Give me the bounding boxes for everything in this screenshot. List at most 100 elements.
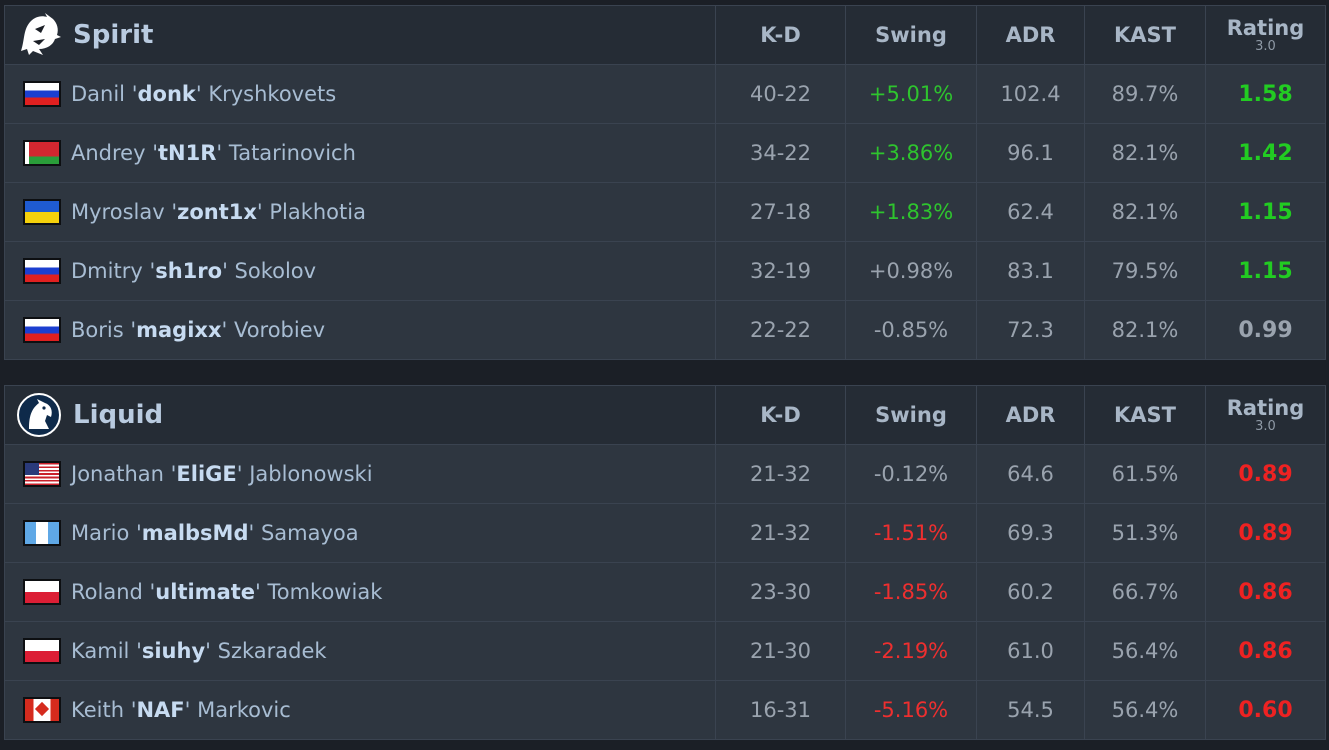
column-header-rating[interactable]: Rating 3.0	[1205, 5, 1326, 65]
player-last-name: Jablonowski	[249, 462, 373, 486]
adr-value: 64.6	[976, 444, 1085, 504]
team-header-cell: Spirit	[4, 5, 716, 65]
rating-value: 0.86	[1205, 562, 1326, 622]
player-name-cell[interactable]: Andrey ' tN1R ' Tatarinovich	[4, 123, 716, 183]
table-header-row: Liquid K-D Swing ADR KAST Rating 3.0	[4, 385, 1326, 445]
kast-value: 82.1%	[1084, 123, 1206, 183]
rating-value: 0.99	[1205, 300, 1326, 360]
usa-flag-icon	[25, 463, 59, 485]
column-header-kast[interactable]: KAST	[1084, 385, 1206, 445]
kd-value: 21-32	[715, 503, 846, 563]
column-header-kd[interactable]: K-D	[715, 5, 846, 65]
player-last-name: Plakhotia	[269, 200, 366, 224]
adr-value: 96.1	[976, 123, 1085, 183]
column-header-swing[interactable]: Swing	[845, 385, 977, 445]
column-header-kd[interactable]: K-D	[715, 385, 846, 445]
player-name-cell[interactable]: Danil ' donk ' Kryshkovets	[4, 64, 716, 124]
player-name-cell[interactable]: Keith ' NAF ' Markovic	[4, 680, 716, 740]
player-nickname[interactable]: ultimate	[155, 580, 256, 604]
rating-value: 0.89	[1205, 503, 1326, 563]
player-row: Jonathan ' EliGE ' Jablonowski 21-32 -0.12…	[4, 444, 1326, 504]
player-first-name: Myroslav	[71, 200, 165, 224]
column-header-adr[interactable]: ADR	[976, 5, 1085, 65]
player-last-name: Sokolov	[234, 259, 317, 283]
russia-flag-icon	[25, 83, 59, 105]
rating-value: 1.15	[1205, 241, 1326, 301]
spirit-dragon-icon	[21, 13, 61, 55]
player-row: Andrey ' tN1R ' Tatarinovich 34-22 +3.86% …	[4, 123, 1326, 183]
kd-value: 27-18	[715, 182, 846, 242]
player-nickname[interactable]: siuhy	[141, 639, 206, 663]
player-first-name: Andrey	[71, 141, 146, 165]
swing-value: +5.01%	[845, 64, 977, 124]
player-last-name: Kryshkovets	[208, 82, 337, 106]
player-name-cell[interactable]: Dmitry ' sh1ro ' Sokolov	[4, 241, 716, 301]
player-nickname[interactable]: zont1x	[177, 200, 257, 224]
kast-value: 56.4%	[1084, 680, 1206, 740]
swing-value: +3.86%	[845, 123, 977, 183]
rating-value: 1.42	[1205, 123, 1326, 183]
rating-value: 1.15	[1205, 182, 1326, 242]
player-row: Kamil ' siuhy ' Szkaradek 21-30 -2.19% 61.…	[4, 621, 1326, 681]
player-nickname[interactable]: EliGE	[176, 462, 237, 486]
kast-value: 66.7%	[1084, 562, 1206, 622]
player-last-name: Tomkowiak	[267, 580, 383, 604]
column-header-adr[interactable]: ADR	[976, 385, 1085, 445]
belarus-flag-icon	[25, 142, 59, 164]
team-stats-table-liquid: Liquid K-D Swing ADR KAST Rating 3.0 Jon…	[4, 385, 1326, 740]
column-header-kast[interactable]: KAST	[1084, 5, 1206, 65]
adr-value: 102.4	[976, 64, 1085, 124]
kast-value: 61.5%	[1084, 444, 1206, 504]
player-name-cell[interactable]: Myroslav ' zont1x ' Plakhotia	[4, 182, 716, 242]
adr-value: 60.2	[976, 562, 1085, 622]
player-nickname[interactable]: malbsMd	[141, 521, 249, 545]
player-first-name: Danil	[71, 82, 126, 106]
kast-value: 79.5%	[1084, 241, 1206, 301]
canada-flag-icon	[25, 699, 59, 721]
player-row: Mario ' malbsMd ' Samayoa 21-32 -1.51% 69.…	[4, 503, 1326, 563]
rating-value: 0.89	[1205, 444, 1326, 504]
team-stats-table-spirit: Spirit K-D Swing ADR KAST Rating 3.0 Dan…	[4, 5, 1326, 360]
kd-value: 21-32	[715, 444, 846, 504]
column-header-swing[interactable]: Swing	[845, 5, 977, 65]
swing-value: -0.12%	[845, 444, 977, 504]
kd-value: 34-22	[715, 123, 846, 183]
player-row: Roland ' ultimate ' Tomkowiak 23-30 -1.85%…	[4, 562, 1326, 622]
swing-value: -0.85%	[845, 300, 977, 360]
player-nickname[interactable]: NAF	[136, 698, 185, 722]
player-last-name: Samayoa	[260, 521, 359, 545]
player-first-name: Kamil	[71, 639, 130, 663]
kd-value: 22-22	[715, 300, 846, 360]
rating-value: 0.86	[1205, 621, 1326, 681]
kd-value: 32-19	[715, 241, 846, 301]
player-nickname[interactable]: donk	[137, 82, 196, 106]
player-name-cell[interactable]: Kamil ' siuhy ' Szkaradek	[4, 621, 716, 681]
adr-value: 61.0	[976, 621, 1085, 681]
poland-flag-icon	[25, 640, 59, 662]
team-name[interactable]: Spirit	[73, 20, 154, 50]
player-name-cell[interactable]: Mario ' malbsMd ' Samayoa	[4, 503, 716, 563]
swing-value: -2.19%	[845, 621, 977, 681]
player-row: Dmitry ' sh1ro ' Sokolov 32-19 +0.98% 83.1…	[4, 241, 1326, 301]
team-name[interactable]: Liquid	[73, 400, 164, 430]
player-row: Danil ' donk ' Kryshkovets 40-22 +5.01% 10…	[4, 64, 1326, 124]
player-nickname[interactable]: magixx	[136, 318, 222, 342]
kast-value: 56.4%	[1084, 621, 1206, 681]
adr-value: 83.1	[976, 241, 1085, 301]
rating-value: 1.58	[1205, 64, 1326, 124]
player-nickname[interactable]: sh1ro	[155, 259, 223, 283]
rating-label: Rating	[1226, 395, 1305, 420]
kast-value: 82.1%	[1084, 182, 1206, 242]
player-last-name: Szkaradek	[217, 639, 327, 663]
russia-flag-icon	[25, 319, 59, 341]
column-header-rating[interactable]: Rating 3.0	[1205, 385, 1326, 445]
rating-version: 3.0	[1255, 418, 1276, 434]
player-row: Keith ' NAF ' Markovic 16-31 -5.16% 54.5 5…	[4, 680, 1326, 740]
player-nickname[interactable]: tN1R	[157, 141, 217, 165]
swing-value: -1.85%	[845, 562, 977, 622]
player-name-cell[interactable]: Boris ' magixx ' Vorobiev	[4, 300, 716, 360]
player-name-cell[interactable]: Jonathan ' EliGE ' Jablonowski	[4, 444, 716, 504]
russia-flag-icon	[25, 260, 59, 282]
player-last-name: Tatarinovich	[228, 141, 356, 165]
player-name-cell[interactable]: Roland ' ultimate ' Tomkowiak	[4, 562, 716, 622]
